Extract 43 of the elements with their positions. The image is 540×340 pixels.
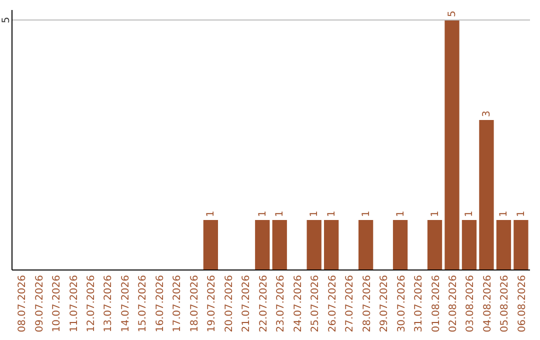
x-tick-label: 29.07.2026 [379,275,390,332]
data-label: 1 [498,210,510,217]
x-tick-label: 22.07.2026 [258,275,270,332]
x-tick-label: 20.07.2026 [224,275,235,332]
x-tick-label: 21.07.2026 [241,275,252,332]
x-tick-label: 24.07.2026 [292,275,304,332]
x-tick-label: 19.07.2026 [206,275,218,332]
x-tick-label: 28.07.2026 [362,275,373,332]
x-tick-label: 04.08.2026 [482,275,494,332]
x-tick-label: 11.07.2026 [68,275,80,332]
data-label: 5 [447,10,458,17]
data-label: 1 [360,210,372,217]
x-tick-label: 23.07.2026 [276,275,287,332]
x-tick-label: 31.07.2026 [414,275,425,332]
x-tick-label: 30.07.2026 [396,275,408,332]
x-tick-label: 25.07.2026 [310,275,322,332]
x-tick-label: 06.08.2026 [516,275,528,332]
x-tick-label: 16.07.2026 [154,275,166,332]
x-tick-label: 17.07.2026 [172,275,184,332]
x-tick-label: 27.07.2026 [344,275,356,332]
x-tick-label: 18.07.2026 [189,275,200,332]
x-tick-label: 03.08.2026 [465,275,476,332]
data-label: 1 [206,210,217,217]
data-label: 3 [481,110,492,117]
x-tick-label: 26.07.2026 [327,275,338,332]
data-label: 1 [464,210,476,217]
data-label: 1 [326,210,338,217]
data-label: 1 [309,210,320,217]
x-tick-label: 01.08.2026 [430,275,442,332]
data-label: 1 [257,210,268,217]
x-tick-label: 10.07.2026 [52,275,63,332]
x-tick-label: 09.07.2026 [34,275,46,332]
x-tick-label: 13.07.2026 [103,275,114,332]
data-label: 1 [274,210,286,217]
data-label: 1 [395,210,406,217]
x-tick-label: 14.07.2026 [120,275,132,332]
data-label: 1 [516,210,527,217]
x-tick-label: 02.08.2026 [448,275,459,332]
x-tick-label: 15.07.2026 [138,275,149,332]
x-tick-label: 12.07.2026 [86,275,97,332]
x-tick-label: 05.08.2026 [500,275,511,332]
data-label: 1 [430,210,441,217]
x-tick-label: 08.07.2026 [17,275,28,332]
